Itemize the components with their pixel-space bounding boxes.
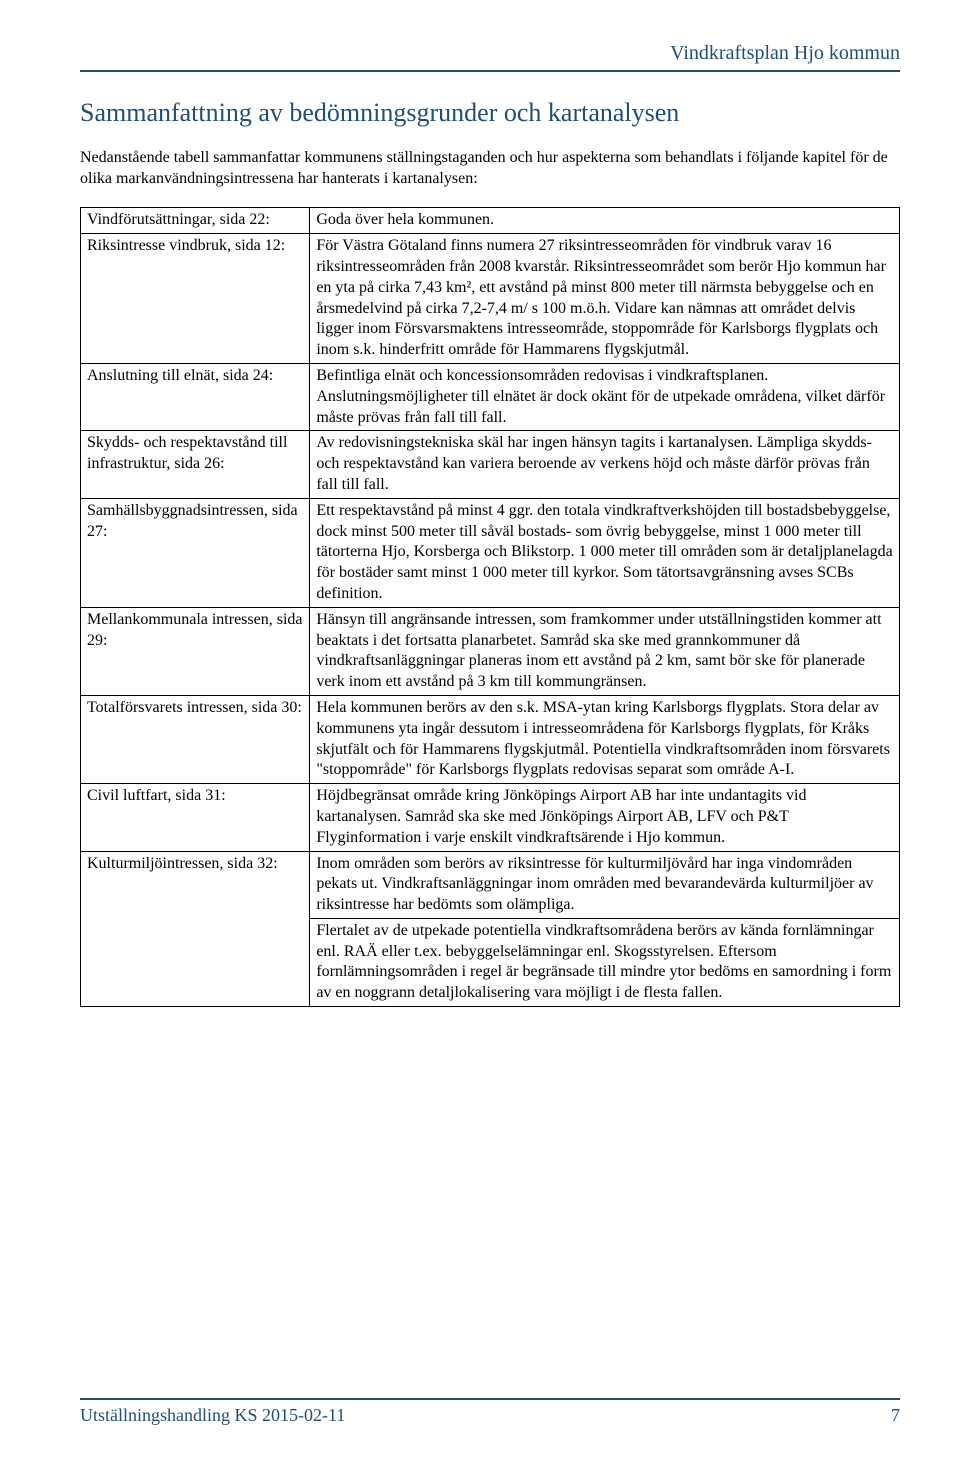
- section-intro: Nedanstående tabell sammanfattar kommune…: [80, 148, 900, 190]
- table-cell-left: Skydds- och respektavstånd till infrastr…: [81, 431, 310, 498]
- footer-rule: [80, 1398, 900, 1400]
- table-cell-right: Hänsyn till angränsande intressen, som f…: [310, 607, 900, 695]
- table-row: Mellankommunala intressen, sida 29: Häns…: [81, 607, 900, 695]
- table-cell-right: Befintliga elnät och koncessionsområden …: [310, 363, 900, 430]
- table-cell-right: Goda över hela kommunen.: [310, 208, 900, 234]
- footer-page-number: 7: [891, 1404, 900, 1427]
- table-cell-left: Samhällsbyggnadsintressen, sida 27:: [81, 498, 310, 607]
- table-row: Vindförutsättningar, sida 22: Goda över …: [81, 208, 900, 234]
- table-cell-left: Mellankommunala intressen, sida 29:: [81, 607, 310, 695]
- table-cell-right: Flertalet av de utpekade potentiella vin…: [310, 918, 900, 1006]
- header-doc-title: Vindkraftsplan Hjo kommun: [80, 40, 900, 66]
- footer-row: Utställningshandling KS 2015-02-11 7: [80, 1404, 900, 1427]
- table-cell-right: Inom områden som berörs av riksintresse …: [310, 851, 900, 918]
- table-row: Anslutning till elnät, sida 24: Befintli…: [81, 363, 900, 430]
- table-cell-right: Av redovisningstekniska skäl har ingen h…: [310, 431, 900, 498]
- table-cell-left: Vindförutsättningar, sida 22:: [81, 208, 310, 234]
- table-cell-right: Ett respektavstånd på minst 4 ggr. den t…: [310, 498, 900, 607]
- table-cell-right: Hela kommunen berörs av den s.k. MSA-yta…: [310, 695, 900, 783]
- header-rule: [80, 70, 900, 72]
- table-cell-left: Kulturmiljöintressen, sida 32:: [81, 851, 310, 918]
- table-row: Civil luftfart, sida 31: Höjdbegränsat o…: [81, 784, 900, 851]
- page-footer: Utställningshandling KS 2015-02-11 7: [80, 1398, 900, 1427]
- table-cell-left: [81, 918, 310, 1006]
- table-row: Kulturmiljöintressen, sida 32: Inom områ…: [81, 851, 900, 918]
- table-row: Flertalet av de utpekade potentiella vin…: [81, 918, 900, 1006]
- summary-table: Vindförutsättningar, sida 22: Goda över …: [80, 207, 900, 1007]
- table-cell-left: Totalförsvarets intressen, sida 30:: [81, 695, 310, 783]
- table-cell-left: Riksintresse vindbruk, sida 12:: [81, 234, 310, 364]
- page-container: Vindkraftsplan Hjo kommun Sammanfattning…: [0, 0, 960, 1457]
- table-row: Samhällsbyggnadsintressen, sida 27: Ett …: [81, 498, 900, 607]
- table-row: Skydds- och respektavstånd till infrastr…: [81, 431, 900, 498]
- footer-left-text: Utställningshandling KS 2015-02-11: [80, 1404, 345, 1427]
- table-row: Totalförsvarets intressen, sida 30: Hela…: [81, 695, 900, 783]
- table-cell-right: För Västra Götaland finns numera 27 riks…: [310, 234, 900, 364]
- table-cell-right: Höjdbegränsat område kring Jönköpings Ai…: [310, 784, 900, 851]
- table-cell-left: Civil luftfart, sida 31:: [81, 784, 310, 851]
- table-row: Riksintresse vindbruk, sida 12: För Väst…: [81, 234, 900, 364]
- section-title: Sammanfattning av bedömningsgrunder och …: [80, 96, 900, 130]
- table-cell-left: Anslutning till elnät, sida 24:: [81, 363, 310, 430]
